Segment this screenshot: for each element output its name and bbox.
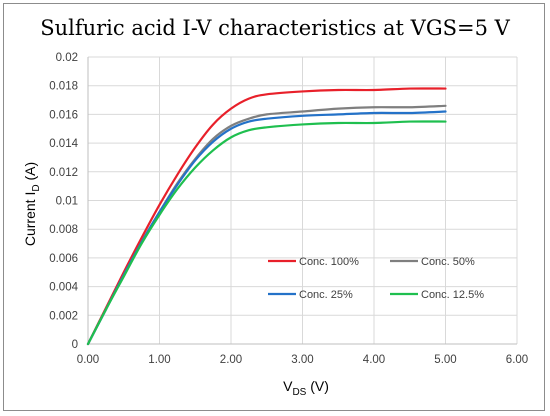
y-tick-labels: 0 0.002 0.004 0.006 0.008 0.01 0.012 0.014 0.016…	[49, 52, 78, 351]
x-axis-label: VDS (V)	[283, 378, 329, 398]
legend-label: Conc. 100%	[299, 256, 359, 268]
y-axis-label: Current ID (A)	[22, 162, 42, 246]
x-tick-label: 1.00	[148, 354, 170, 366]
y-tick-label: 0.012	[49, 167, 78, 179]
y-tick-label: 0.002	[49, 310, 78, 322]
x-tick-label: 3.00	[291, 354, 313, 366]
x-axis-label-unit: (V)	[306, 378, 329, 394]
y-axis-label-main: Current I	[22, 192, 38, 246]
grid-lines	[88, 56, 518, 344]
legend: Conc. 100% Conc. 50% Conc. 25% Conc. 12.5%	[268, 256, 484, 301]
y-tick-label: 0	[72, 339, 78, 351]
x-tick-label: 6.00	[506, 354, 528, 366]
x-axis-label-subscript: DS	[292, 387, 306, 398]
legend-label: Conc. 12.5%	[421, 289, 484, 301]
series-line-2	[86, 104, 447, 346]
series-line-1	[86, 87, 447, 346]
axes	[87, 57, 517, 345]
iv-chart: Sulfuric acid I-V characteristics at VGS…	[22, 16, 528, 398]
y-tick-label: 0.01	[56, 196, 78, 208]
chart-title: Sulfuric acid I-V characteristics at VGS…	[40, 16, 510, 40]
x-axis-label-main: V	[283, 378, 293, 394]
y-tick-label: 0.006	[49, 253, 78, 265]
x-tick-labels: 0.00 1.00 2.00 3.00 4.00 5.00 6.00	[77, 354, 528, 366]
y-tick-label: 0.014	[49, 138, 78, 150]
y-tick-label: 0.004	[49, 282, 78, 294]
x-tick-label: 4.00	[363, 354, 385, 366]
y-tick-label: 0.02	[56, 52, 78, 64]
legend-label: Conc. 25%	[299, 289, 353, 301]
y-axis-label-unit: (A)	[22, 162, 38, 185]
data-series	[86, 87, 447, 346]
figure-frame: Sulfuric acid I-V characteristics at VGS…	[3, 3, 545, 411]
y-tick-label: 0.016	[49, 109, 78, 121]
x-tick-label: 5.00	[434, 354, 456, 366]
x-tick-label: 2.00	[220, 354, 242, 366]
y-tick-label: 0.018	[49, 81, 78, 93]
series-line-4	[86, 120, 447, 346]
legend-label: Conc. 50%	[421, 256, 475, 268]
series-line-3	[86, 110, 447, 346]
y-tick-label: 0.008	[49, 224, 78, 236]
x-tick-label: 0.00	[77, 354, 99, 366]
y-axis-label-subscript: D	[31, 184, 42, 191]
